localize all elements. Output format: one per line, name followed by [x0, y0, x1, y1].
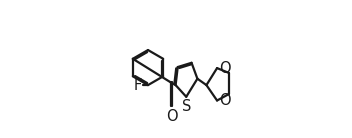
Text: S: S — [182, 99, 191, 114]
Text: O: O — [219, 93, 231, 108]
Text: O: O — [166, 109, 177, 124]
Text: O: O — [219, 61, 231, 76]
Text: F: F — [134, 78, 142, 93]
